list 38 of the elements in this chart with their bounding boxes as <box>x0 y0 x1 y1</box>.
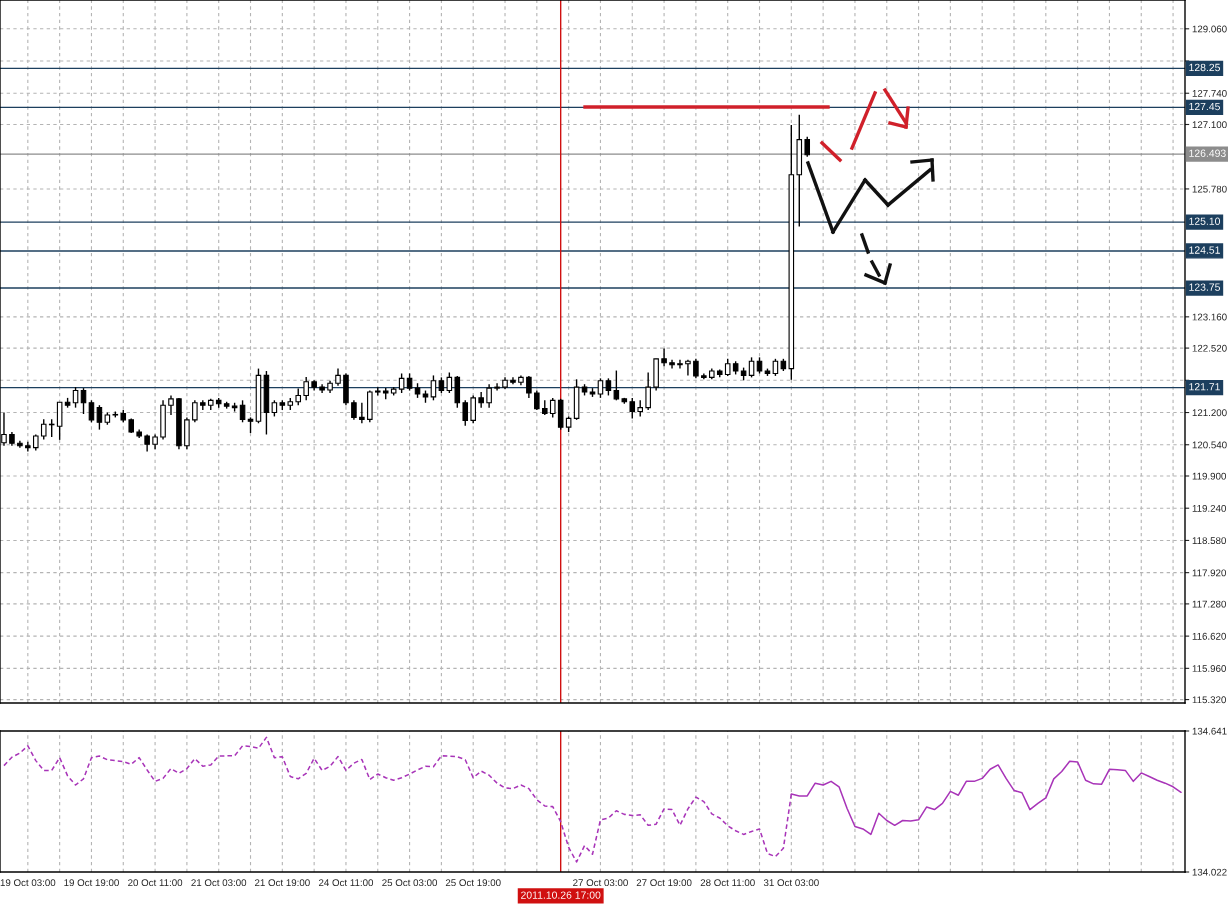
y-tick-label: 117.280 <box>1192 600 1226 608</box>
ref-line-label: 123.75 <box>1189 283 1220 291</box>
y-tick-label: 116.620 <box>1192 632 1226 640</box>
y-tick-label: 134.022 <box>1192 868 1227 876</box>
y-tick-label: 117.920 <box>1192 569 1226 577</box>
y-tick-label: 115.320 <box>1192 696 1226 704</box>
ref-line-label: 128.25 <box>1189 63 1220 72</box>
y-tick-label: 119.240 <box>1192 504 1226 512</box>
ref-line-label: 126.493 <box>1189 149 1226 157</box>
y-tick-label: 121.200 <box>1192 409 1227 417</box>
x-tick-label: 24 Oct 11:00 <box>318 879 374 887</box>
y-tick-label: 115.960 <box>1192 665 1226 672</box>
y-tick-label: 129.060 <box>1192 25 1227 33</box>
y-tick-label: 125.780 <box>1192 185 1227 193</box>
y-tick-label: 120.540 <box>1192 441 1227 449</box>
y-tick-label: 134.641 <box>1192 727 1227 735</box>
x-tick-label: 25 Oct 19:00 <box>445 879 501 887</box>
x-tick-label: 31 Oct 03:00 <box>763 879 819 887</box>
x-tick-label: 19 Oct 19:00 <box>64 879 119 887</box>
y-tick-label: 127.100 <box>1192 121 1227 129</box>
ref-line-label: 127.45 <box>1189 102 1220 111</box>
x-tick-label: 2011.10.26 17:00 <box>521 891 601 899</box>
y-tick-label: 118.580 <box>1192 537 1226 545</box>
ref-line-label: 125.10 <box>1189 217 1221 225</box>
x-tick-label: 19 Oct 03:00 <box>0 879 56 887</box>
x-tick-label: 20 Oct 11:00 <box>128 879 183 887</box>
x-tick-label: 27 Oct 19:00 <box>636 879 692 887</box>
y-tick-label: 127.740 <box>1192 89 1227 97</box>
x-tick-label: 25 Oct 03:00 <box>382 879 438 887</box>
y-tick-label: 123.160 <box>1192 313 1227 321</box>
x-tick-label: 21 Oct 03:00 <box>191 879 247 887</box>
x-tick-label: 21 Oct 19:00 <box>254 879 310 887</box>
y-tick-label: 122.520 <box>1192 344 1227 352</box>
x-tick-label: 27 Oct 03:00 <box>573 879 628 887</box>
y-tick-label: 119.900 <box>1192 472 1226 480</box>
ref-line-label: 121.71 <box>1189 383 1220 391</box>
ref-line-label: 124.51 <box>1189 246 1220 254</box>
x-tick-label: 28 Oct 11:00 <box>700 879 755 887</box>
